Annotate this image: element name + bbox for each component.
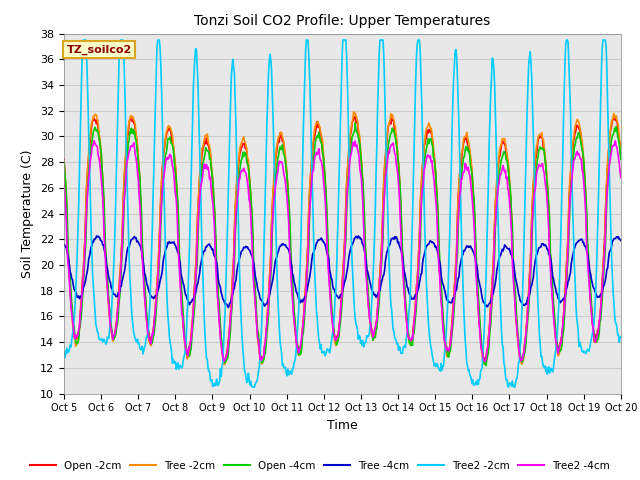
Open -2cm [184, 351, 192, 357]
Open -2cm [60, 156, 68, 162]
Open -4cm [214, 276, 221, 281]
Tree -2cm [60, 158, 68, 164]
Tree2 -4cm [481, 359, 489, 364]
Tree2 -2cm [214, 383, 222, 388]
Tree -2cm [214, 283, 221, 288]
Tree -2cm [127, 113, 135, 119]
Tree -4cm [214, 264, 221, 270]
Tree -2cm [184, 352, 192, 358]
Tree2 -4cm [70, 332, 78, 338]
Open -4cm [60, 160, 68, 166]
Tree2 -2cm [249, 384, 257, 390]
Tree2 -4cm [617, 175, 625, 180]
Open -2cm [428, 128, 435, 133]
Tree -4cm [184, 298, 192, 303]
Open -2cm [70, 329, 78, 335]
Line: Tree -2cm: Tree -2cm [64, 112, 621, 365]
Title: Tonzi Soil CO2 Profile: Upper Temperatures: Tonzi Soil CO2 Profile: Upper Temperatur… [195, 14, 490, 28]
Open -4cm [617, 156, 625, 162]
Tree -4cm [412, 292, 419, 298]
Open -2cm [617, 155, 625, 160]
Tree2 -2cm [128, 316, 136, 322]
Tree -2cm [220, 362, 228, 368]
Tree -2cm [70, 335, 78, 341]
Open -4cm [411, 322, 419, 327]
Tree -4cm [355, 233, 362, 239]
Tree -2cm [412, 300, 419, 305]
Open -4cm [184, 352, 192, 358]
Text: TZ_soilco2: TZ_soilco2 [67, 44, 132, 55]
Open -4cm [127, 125, 135, 131]
Tree2 -4cm [90, 138, 98, 144]
Tree2 -4cm [428, 159, 435, 165]
Open -2cm [214, 278, 221, 284]
Open -2cm [611, 114, 618, 120]
Tree -4cm [428, 240, 436, 245]
Tree2 -4cm [185, 345, 193, 351]
Tree2 -2cm [617, 334, 625, 339]
Open -4cm [351, 120, 359, 126]
Tree -2cm [428, 130, 436, 135]
Tree2 -4cm [411, 314, 419, 320]
Legend: Open -2cm, Tree -2cm, Open -4cm, Tree -4cm, Tree2 -2cm, Tree2 -4cm: Open -2cm, Tree -2cm, Open -4cm, Tree -4… [26, 456, 614, 475]
X-axis label: Time: Time [327, 419, 358, 432]
Tree2 -2cm [60, 350, 68, 356]
Open -2cm [127, 117, 135, 123]
Tree2 -4cm [214, 300, 222, 306]
Tree2 -2cm [185, 267, 193, 273]
Tree -4cm [127, 237, 135, 242]
Line: Tree2 -4cm: Tree2 -4cm [64, 141, 621, 361]
Open -4cm [70, 325, 78, 331]
Tree -2cm [350, 109, 358, 115]
Tree2 -2cm [412, 82, 419, 87]
Tree -4cm [70, 287, 78, 292]
Open -2cm [220, 359, 228, 365]
Tree2 -4cm [60, 180, 68, 186]
Line: Open -4cm: Open -4cm [64, 123, 621, 366]
Tree2 -4cm [128, 144, 136, 150]
Tree -2cm [617, 149, 625, 155]
Tree -4cm [225, 305, 232, 311]
Open -4cm [428, 136, 435, 142]
Tree2 -2cm [70, 316, 78, 322]
Tree -4cm [60, 241, 68, 247]
Open -2cm [411, 310, 419, 315]
Tree2 -2cm [79, 37, 87, 43]
Tree -4cm [617, 238, 625, 243]
Open -4cm [482, 363, 490, 369]
Line: Tree -4cm: Tree -4cm [64, 236, 621, 308]
Y-axis label: Soil Temperature (C): Soil Temperature (C) [22, 149, 35, 278]
Line: Tree2 -2cm: Tree2 -2cm [64, 40, 621, 387]
Line: Open -2cm: Open -2cm [64, 117, 621, 362]
Tree2 -2cm [428, 350, 436, 356]
